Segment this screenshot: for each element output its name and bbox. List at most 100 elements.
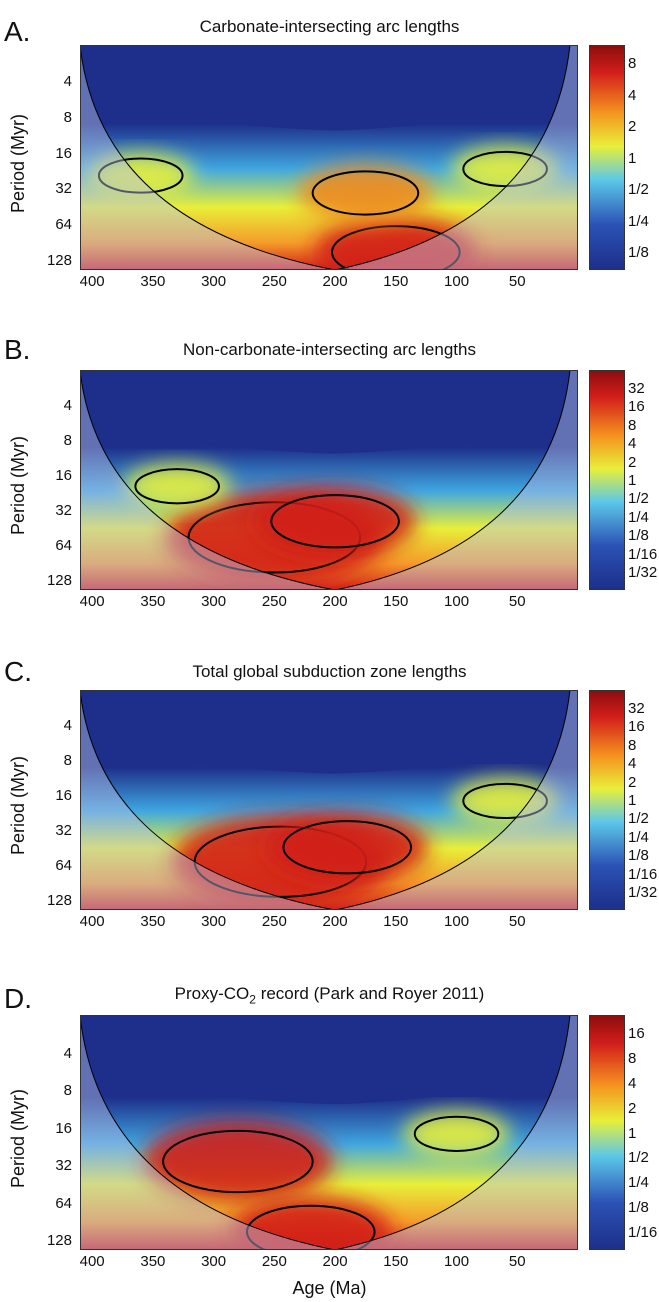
y-tick-label: 128 [46,1232,72,1249]
colorbar-gradient [589,690,625,910]
x-tick-label: 200 [322,913,348,930]
cone-of-influence [80,370,578,590]
x-tick-label: 350 [140,913,166,930]
colorbar-tick-label: 1/16 [628,865,658,883]
colorbar-tick-label: 1/4 [628,1174,649,1192]
y-tick-label: 8 [63,108,72,126]
y-tick-label: 64 [55,1194,72,1212]
power-hotspot [266,812,429,883]
x-tick-label: 50 [508,913,526,930]
panel-letter: B. [4,334,31,365]
power-hotspot [298,164,433,222]
significance-contour [245,1204,376,1250]
colorbar-tick-label: 1/8 [628,1199,649,1217]
colorbar-tick-label: 8 [628,416,637,434]
panel-a: A. Carbonate-intersecting arc lengths [0,0,659,300]
x-tick-label: 300 [201,913,227,930]
cone-of-influence [80,45,578,270]
y-tick-label: 64 [55,857,72,874]
x-tick-label: 250 [261,1253,287,1270]
significance-contour [134,468,220,505]
colorbar-tick-label: 8 [628,1049,637,1067]
colorbar-tick-label: 1/4 [628,212,649,230]
coi-boundary [80,690,571,910]
colorbar-tick-label: 2 [628,773,637,791]
colorbar-tick-label: 1/16 [628,545,658,563]
power-hotspot [451,778,559,824]
heatmap-plot [80,1015,578,1250]
y-tick-label: 32 [55,822,72,839]
x-tick-label: 50 [508,593,526,610]
colorbar-gradient [589,1015,625,1250]
colorbar-tick-label: 4 [628,86,637,104]
low-power-region [82,1015,568,1105]
y-axis-label: Period (Myr) [8,435,28,535]
x-tick-label: 250 [261,273,287,290]
power-hotspot [314,217,477,270]
y-tick-label: 4 [63,397,72,414]
x-tick-label: 100 [444,273,470,290]
colorbar-tick-label: 2 [628,1099,637,1117]
significance-contour [413,1115,500,1152]
y-tick-label: 8 [63,432,72,449]
colorbar-tick-label: 1 [628,1124,637,1142]
colorbar-tick-label: 1/4 [628,828,649,846]
y-tick-label: 16 [55,144,72,162]
colorbar-tick-label: 1 [628,472,637,489]
chart-title: Proxy-CO2 record (Park and Royer 2011) [0,985,659,1005]
colorbar-tick-label: 1/8 [628,527,649,545]
significance-contour [282,820,413,875]
power-hotspot [451,146,559,192]
x-tick-label: 150 [383,913,409,930]
y-tick-label: 4 [63,717,72,734]
significance-contour [162,1129,314,1194]
y-tick-label: 8 [63,752,72,769]
panel-b: B. Non-carbonate-intersecting arc length… [0,0,659,364]
significance-contour [331,225,461,270]
x-tick-label: 300 [201,1253,227,1270]
plot-frame [80,370,578,590]
x-tick-label: 400 [79,273,105,290]
colorbar-tick-label: 16 [628,1025,645,1042]
plot-frame [80,1015,578,1250]
x-tick-label: 150 [383,273,409,290]
y-tick-label: 32 [55,502,72,519]
significance-contour [270,494,400,549]
colorbar-gradient [589,370,625,590]
colorbar-tick-label: 4 [628,435,637,453]
colorbar-tick-label: 32 [628,380,645,397]
x-tick-label: 400 [79,1253,105,1270]
colorbar-tick-label: 1/32 [628,564,658,581]
colorbar-tick-label: 16 [628,398,645,416]
y-tick-label: 16 [55,787,72,804]
colorbar [589,690,625,910]
colorbar [589,1015,625,1250]
title-rest: record (Park and Royer 2011) [255,984,485,1003]
significance-contour [462,150,548,188]
panel-letter: A. [4,16,31,47]
heatmap-plot [80,690,578,910]
low-power-region [82,45,568,131]
y-axis-label: Period (Myr) [8,113,28,213]
chart-title: Total global subduction zone lengths [192,662,467,681]
title-subscript: 2 [249,992,256,1007]
cone-of-influence [80,690,578,910]
x-tick-label: 50 [508,273,526,290]
y-tick-label: 8 [63,1082,72,1099]
x-axis-label: Age (Ma) [292,1278,367,1298]
x-tick-label: 200 [322,1253,348,1270]
colorbar-tick-label: 1/8 [628,847,649,865]
colorbar-tick-label: 1/2 [628,1149,649,1167]
significance-contour [97,157,184,194]
significance-contour [311,170,420,216]
colorbar-tick-label: 8 [628,55,637,72]
colorbar [589,370,625,590]
chart-title: Carbonate-intersecting arc lengths [199,17,460,36]
x-tick-label: 400 [79,593,105,610]
colorbar-tick-label: 2 [628,118,637,135]
x-tick-label: 400 [79,913,105,930]
colorbar-tick-label: 32 [628,700,645,717]
y-tick-label: 32 [55,1157,72,1174]
x-tick-label: 350 [140,593,166,610]
